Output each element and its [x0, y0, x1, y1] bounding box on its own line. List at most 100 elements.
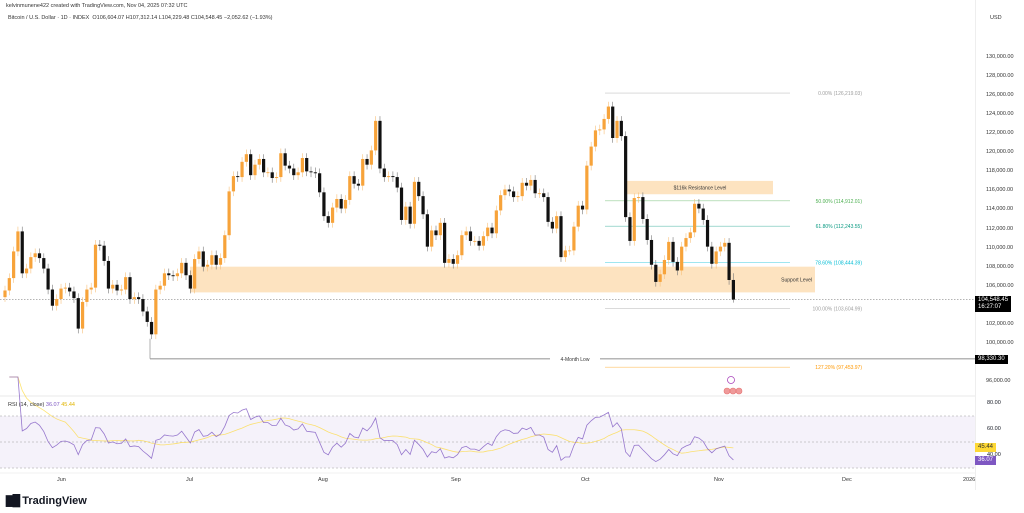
candle-body: [499, 195, 503, 211]
candle: [425, 209, 429, 252]
candle: [520, 178, 524, 201]
candle: [137, 292, 141, 304]
candle: [167, 268, 171, 281]
candle-body: [563, 250, 567, 258]
fib-level-label: 61.80% (112,243.55): [816, 224, 863, 230]
candle-body: [555, 216, 559, 229]
candle-body: [171, 275, 175, 277]
symbol-name[interactable]: Bitcoin / U.S. Dollar · 1D · INDEX: [8, 15, 90, 21]
candle: [563, 245, 567, 262]
candle: [658, 269, 662, 287]
fib-level-label: 50.00% (114,912.01): [816, 199, 863, 205]
candle-body: [649, 239, 654, 265]
time-tick-aug: Aug: [318, 477, 328, 483]
candle-body: [89, 287, 93, 290]
chart-credit: kelvinmunene422 created with TradingView…: [6, 3, 188, 9]
candle: [257, 154, 261, 170]
candle: [214, 250, 218, 270]
candle-body: [20, 231, 24, 274]
candle-body: [352, 176, 356, 184]
candle: [580, 200, 585, 215]
candle-body: [132, 297, 136, 300]
candle-body: [386, 176, 391, 178]
candle-body: [705, 219, 710, 247]
candle-body: [313, 172, 317, 174]
candle: [636, 192, 641, 203]
candle-body: [568, 250, 572, 252]
candle-body: [572, 226, 576, 251]
candle-body: [29, 257, 33, 269]
candle-body: [149, 321, 154, 335]
price-tick: 122,000.00: [986, 130, 1014, 137]
candle-body: [98, 244, 102, 246]
candle: [197, 246, 201, 264]
candle-body: [231, 176, 236, 192]
candle: [369, 145, 373, 170]
candle-body: [374, 120, 378, 151]
candle: [85, 284, 89, 307]
candle-body: [421, 196, 425, 215]
candle-body: [37, 253, 42, 259]
candle-body: [447, 259, 451, 263]
rsi-legend[interactable]: RSI (14, close) 36.07 45.44: [8, 402, 75, 408]
candle-body: [361, 158, 365, 186]
rsi-axis-tick: 60.00: [987, 426, 1001, 432]
candle: [50, 284, 55, 311]
candle-body: [253, 164, 257, 176]
candle: [481, 231, 486, 251]
candle: [201, 246, 205, 272]
candle-body: [257, 158, 261, 165]
candle-body: [279, 153, 283, 178]
candle: [111, 280, 115, 294]
candle-body: [227, 191, 231, 236]
candle: [404, 201, 408, 225]
candle: [193, 254, 197, 294]
candle: [240, 157, 244, 182]
candle: [723, 238, 727, 252]
time-tick-oct: Oct: [581, 477, 590, 483]
candle-body: [7, 278, 11, 291]
time-tick-jul: Jul: [186, 477, 194, 483]
candle-body: [240, 161, 244, 178]
candle: [313, 167, 317, 179]
candle-body: [33, 253, 37, 258]
price-chart[interactable]: Support Level $116k Resistance Level 4-Mon…: [0, 0, 975, 492]
candle-body: [486, 227, 490, 237]
candle-body: [619, 120, 623, 137]
candle-body: [167, 273, 171, 276]
tradingview-logo[interactable]: ▇█ TradingView: [6, 494, 87, 508]
candle: [171, 270, 175, 281]
candle: [382, 163, 386, 182]
candle: [141, 294, 145, 317]
candle-body: [365, 158, 369, 165]
candle: [80, 297, 85, 334]
candle: [89, 282, 93, 295]
candle: [559, 211, 563, 262]
economic-event-flag-icon: [735, 387, 743, 395]
candle: [63, 282, 67, 294]
candle: [667, 237, 671, 265]
price-tick: 124,000.00: [986, 111, 1014, 118]
candle: [701, 203, 705, 225]
candle: [417, 177, 421, 201]
candle: [464, 226, 468, 240]
candle: [339, 194, 343, 214]
candle: [714, 246, 718, 269]
candle-body: [115, 284, 119, 291]
rsi-ma-value: 45.44: [61, 402, 75, 408]
price-axis[interactable]: 130,000.00 128,000.00 126,000.00 124,000.00…: [975, 0, 1024, 490]
four-month-low-label-bg: [550, 355, 600, 362]
candle-body: [680, 246, 684, 271]
candle: [72, 286, 76, 303]
candle-body: [537, 193, 542, 195]
candle-body: [369, 150, 373, 165]
fib-level-label: 100.00% (103,604.99): [813, 307, 863, 313]
candle: [20, 226, 24, 279]
price-tick: 112,000.00: [986, 225, 1014, 232]
candle-body: [111, 284, 115, 289]
candle-body: [175, 273, 179, 277]
candle: [154, 284, 158, 340]
candle-body: [348, 176, 352, 200]
candle-body: [507, 189, 511, 192]
candle-body: [59, 288, 63, 300]
